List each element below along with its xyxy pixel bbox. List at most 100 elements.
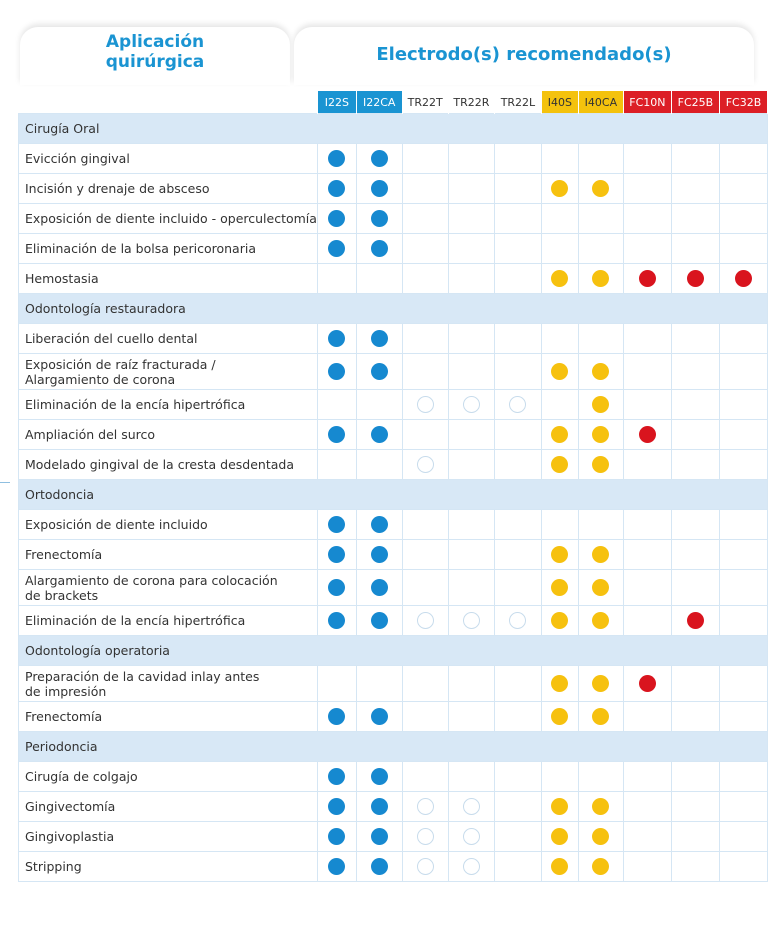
cell-fc32b xyxy=(718,203,768,234)
cell-fc10n xyxy=(622,173,672,204)
cell-fc10n xyxy=(622,419,672,450)
cell-tr22r xyxy=(447,509,495,540)
procedure-label-line1: Ampliación del surco xyxy=(25,427,156,442)
cell-i40s xyxy=(540,701,579,732)
cell-tr22l xyxy=(493,323,542,354)
cell-tr22l xyxy=(493,605,542,636)
yellow-dot-marker xyxy=(592,395,610,413)
table-row: Liberación del cuello dental xyxy=(18,323,768,354)
cell-tr22l xyxy=(493,353,542,390)
cell-i22ca xyxy=(355,821,403,852)
cell-tr22r xyxy=(447,851,495,882)
cell-fc25b xyxy=(670,539,720,570)
cell-tr22l xyxy=(493,761,542,792)
cell-fc10n xyxy=(622,569,672,606)
cell-tr22r xyxy=(447,449,495,480)
procedure-label: Eliminación de la encía hipertrófica xyxy=(18,605,318,636)
cell-tr22r xyxy=(447,263,495,294)
procedure-label: Exposición de diente incluido xyxy=(18,509,318,540)
blue-dot-marker xyxy=(328,578,346,596)
cell-fc10n xyxy=(622,701,672,732)
cell-i40s xyxy=(540,539,579,570)
table-row: Gingivectomía xyxy=(18,791,768,822)
cell-tr22l xyxy=(493,143,542,174)
table-row: Evicción gingival xyxy=(18,143,768,174)
cell-tr22l xyxy=(493,821,542,852)
cell-i22ca xyxy=(355,449,403,480)
cell-fc25b xyxy=(670,605,720,636)
cell-tr22l xyxy=(493,173,542,204)
yellow-dot-marker xyxy=(592,269,610,287)
cell-fc25b xyxy=(670,323,720,354)
table-row: Incisión y drenaje de absceso xyxy=(18,173,768,204)
procedure-label: Exposición de diente incluido - opercule… xyxy=(18,203,318,234)
cell-fc10n xyxy=(622,143,672,174)
procedure-label: Incisión y drenaje de absceso xyxy=(18,173,318,204)
cell-fc10n xyxy=(622,389,672,420)
cell-fc32b xyxy=(718,509,768,540)
red-dot-marker xyxy=(734,269,752,287)
yellow-dot-marker xyxy=(592,707,610,725)
cell-tr22r xyxy=(447,419,495,450)
electrode-table: I22S I22CA TR22T TR22R TR22L I40S I40CA FC10N FC… xyxy=(18,91,768,882)
cell-i40ca xyxy=(577,509,624,540)
procedure-label: Liberación del cuello dental xyxy=(18,323,318,354)
blue-dot-marker xyxy=(328,362,346,380)
electrode-col-i22ca: I22CA xyxy=(356,91,403,114)
yellow-dot-marker xyxy=(592,797,610,815)
procedure-label-line1: Exposición de raíz fracturada / xyxy=(25,356,216,372)
cell-tr22t xyxy=(401,851,449,882)
cell-fc32b xyxy=(718,605,768,636)
blue-dot-marker xyxy=(370,545,388,563)
cell-tr22r xyxy=(447,605,495,636)
cell-i22s xyxy=(316,851,357,882)
procedure-label: Gingivectomía xyxy=(18,791,318,822)
cell-fc10n xyxy=(622,449,672,480)
procedure-label-line1: Frenectomía xyxy=(25,709,103,724)
procedure-label-line1: Liberación del cuello dental xyxy=(25,331,198,346)
cell-tr22r xyxy=(447,203,495,234)
category-title: Ortodoncia xyxy=(18,479,768,510)
cell-tr22l xyxy=(493,539,542,570)
cell-i40s xyxy=(540,791,579,822)
cell-i40ca xyxy=(577,761,624,792)
cell-i22ca xyxy=(355,851,403,882)
procedure-label-line1: Cirugía de colgajo xyxy=(25,769,138,784)
cell-i40s xyxy=(540,353,579,390)
yellow-dot-marker xyxy=(551,707,569,725)
cell-fc10n xyxy=(622,539,672,570)
table-row: Stripping xyxy=(18,851,768,882)
cell-i40s xyxy=(540,605,579,636)
cell-fc25b xyxy=(670,233,720,264)
procedure-label-line1: Hemostasia xyxy=(25,271,99,286)
cell-fc25b xyxy=(670,791,720,822)
cell-i40s xyxy=(540,665,579,702)
cell-fc10n xyxy=(622,791,672,822)
cell-fc32b xyxy=(718,323,768,354)
open-circle-marker xyxy=(416,827,434,845)
yellow-dot-marker xyxy=(551,269,569,287)
recommended-electrodes-header: Electrodo(s) recomendado(s) xyxy=(294,27,754,85)
cell-fc10n xyxy=(622,233,672,264)
cell-fc32b xyxy=(718,389,768,420)
table-row: Eliminación de la bolsa pericoronaria xyxy=(18,233,768,264)
cell-tr22r xyxy=(447,791,495,822)
blue-dot-marker xyxy=(370,329,388,347)
cell-tr22t xyxy=(401,761,449,792)
cell-i22ca xyxy=(355,263,403,294)
procedure-label-line2: Alargamiento de corona xyxy=(25,371,176,387)
table-row: Eliminación de la encía hipertrófica xyxy=(18,389,768,420)
open-circle-marker xyxy=(462,395,480,413)
cell-fc32b xyxy=(718,353,768,390)
cell-tr22t xyxy=(401,605,449,636)
category-row-odontologia-restauradora: Odontología restauradora xyxy=(18,293,768,324)
procedure-label-line2: de brackets xyxy=(25,587,99,603)
open-circle-marker xyxy=(462,797,480,815)
table-row: Exposición de diente incluido - opercule… xyxy=(18,203,768,234)
electrode-col-tr22l: TR22L xyxy=(494,91,542,114)
cell-i40ca xyxy=(577,233,624,264)
cell-i40ca xyxy=(577,821,624,852)
electrode-col-fc25b: FC25B xyxy=(671,91,720,114)
procedure-label: Alargamiento de corona para colocación de… xyxy=(18,569,318,606)
cell-i22s xyxy=(316,449,357,480)
